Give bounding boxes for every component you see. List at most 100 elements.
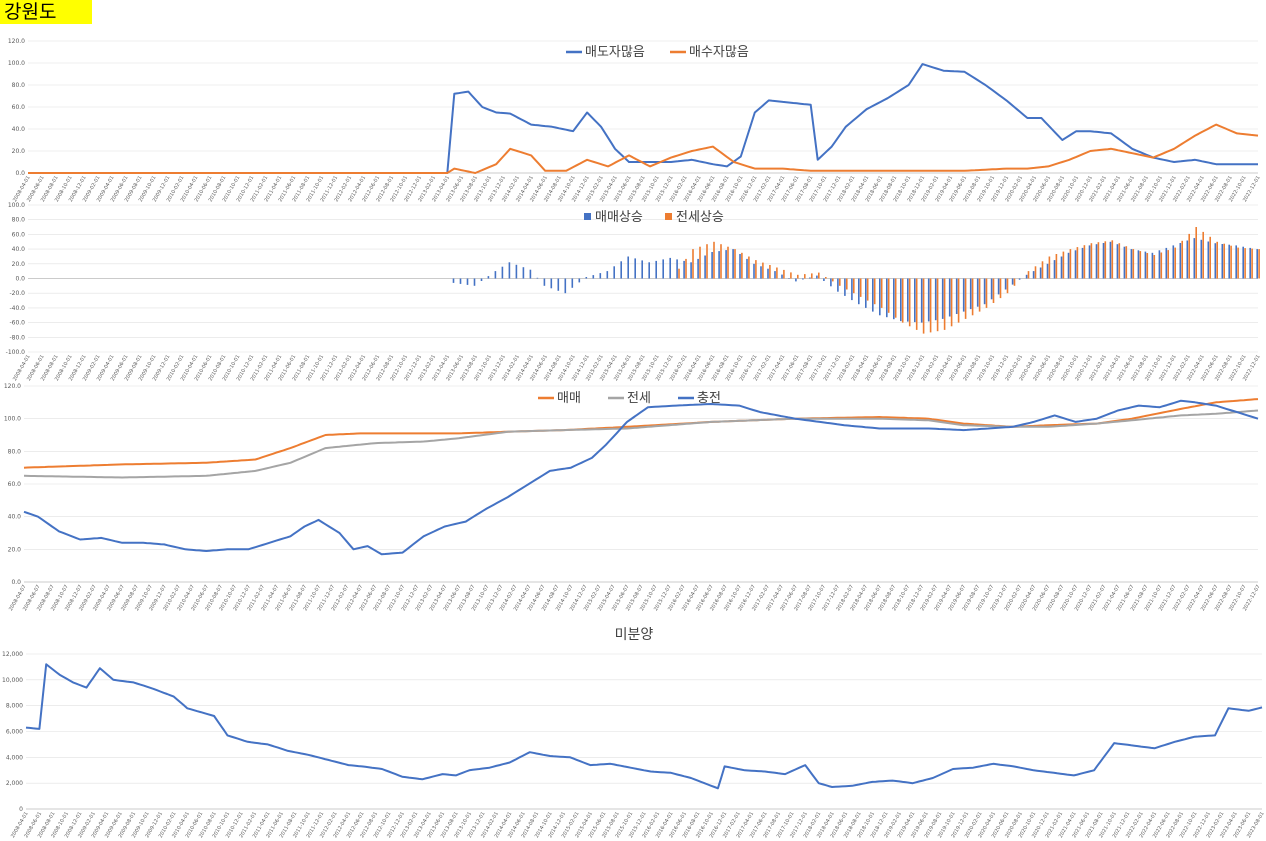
bar	[992, 278, 995, 303]
bar	[1151, 252, 1154, 279]
bar	[1032, 271, 1035, 279]
bar	[853, 278, 855, 294]
y-tick-label: 0.0	[15, 170, 25, 177]
bar	[1256, 249, 1258, 279]
bar	[1195, 227, 1197, 279]
chart-price-rise: -100.0 -80.0 -60.0 -40.0 -20.0 0.0 20.0 40.0 60.…	[6, 202, 1262, 382]
chart-y-axis: 0 2,000 4,000 6,000 8,000 10,000 12,000	[2, 651, 23, 813]
chart-series	[28, 63, 1259, 174]
legend-marker	[665, 213, 672, 220]
y-tick-label: 4,000	[6, 754, 23, 761]
bar	[901, 278, 904, 323]
y-tick-label: 0.0	[11, 579, 21, 586]
bar	[1011, 278, 1014, 285]
y-tick-label: 2,000	[6, 780, 23, 787]
bar	[1081, 247, 1084, 279]
bar	[900, 278, 902, 322]
bar	[1097, 242, 1100, 279]
series-line-2	[28, 123, 1259, 174]
bar	[655, 260, 657, 279]
chart-unsold: 미분양 0 2,000 4,000 6,000 8,000 10,000 12,000 20…	[2, 627, 1266, 839]
bar	[1202, 231, 1204, 279]
bar	[1216, 241, 1218, 279]
chart-series	[23, 398, 1259, 556]
bar	[1186, 240, 1189, 279]
bar	[508, 262, 511, 279]
bar	[1062, 251, 1065, 279]
y-tick-label: 40.0	[12, 246, 26, 253]
bar	[1228, 244, 1230, 279]
page-title: 강원도	[0, 0, 92, 24]
bar	[1237, 247, 1239, 279]
bar	[859, 278, 862, 297]
bar	[1060, 256, 1063, 279]
y-tick-label: -100.0	[6, 349, 26, 356]
bar	[641, 260, 643, 279]
y-tick-label: 0	[19, 806, 23, 813]
bar	[825, 277, 827, 279]
bar	[879, 278, 881, 316]
y-tick-label: 6,000	[6, 729, 23, 736]
bar	[459, 278, 462, 284]
bar	[746, 258, 748, 279]
bar	[1006, 278, 1009, 294]
bar	[1102, 243, 1105, 279]
y-tick-label: 20.0	[8, 546, 22, 553]
bar	[522, 267, 525, 279]
y-tick-label: 60.0	[12, 104, 26, 111]
y-tick-label: 8,000	[6, 703, 23, 710]
bar	[851, 278, 853, 301]
bar	[929, 278, 932, 333]
bar	[578, 278, 581, 283]
bar	[920, 278, 923, 323]
bar	[818, 272, 820, 279]
legend-label: 매매상승	[595, 210, 643, 225]
chart-y-axis: -100.0 -80.0 -60.0 -40.0 -20.0 0.0 20.0 40.0 60.…	[6, 202, 26, 356]
bar	[676, 259, 678, 279]
bar	[725, 250, 727, 279]
bar	[585, 277, 588, 279]
bar	[1258, 249, 1260, 279]
bar	[922, 278, 925, 334]
bar	[1153, 255, 1156, 279]
bar	[894, 278, 897, 318]
bar	[1116, 244, 1119, 279]
bar	[606, 271, 609, 279]
bar	[634, 258, 636, 279]
y-tick-label: -20.0	[9, 290, 25, 297]
bar	[599, 273, 602, 279]
bar	[571, 278, 574, 288]
bar	[823, 278, 825, 281]
bar	[941, 278, 944, 319]
bar	[971, 278, 974, 316]
bar	[1018, 278, 1021, 280]
bar	[999, 278, 1002, 299]
bar	[1039, 267, 1042, 279]
bar	[727, 246, 729, 279]
bar	[692, 249, 694, 279]
bar	[1139, 251, 1142, 279]
y-tick-label: 12,000	[2, 651, 23, 658]
bar	[648, 262, 650, 279]
bar	[886, 278, 888, 318]
bar	[466, 278, 469, 285]
chart-gridlines	[28, 40, 1258, 174]
bar	[983, 278, 986, 305]
y-tick-label: -60.0	[9, 320, 25, 327]
bar	[976, 278, 979, 307]
bar	[1235, 245, 1237, 279]
bar	[713, 241, 715, 279]
y-tick-label: 10,000	[2, 677, 23, 684]
chart-price-index: 0.0 20.0 40.0 60.0 80.0 100.0 120.0 2008-04-07…	[4, 383, 1262, 612]
bar	[990, 278, 993, 300]
bar	[762, 262, 764, 279]
bar	[536, 277, 539, 279]
bar	[1104, 241, 1107, 279]
bar	[866, 278, 869, 301]
bar	[1130, 249, 1133, 279]
bar	[550, 278, 553, 289]
bar	[1144, 251, 1147, 279]
chart-legend: 매매상승 전세상승	[584, 210, 724, 225]
bar	[1188, 233, 1190, 279]
bar	[844, 278, 846, 296]
